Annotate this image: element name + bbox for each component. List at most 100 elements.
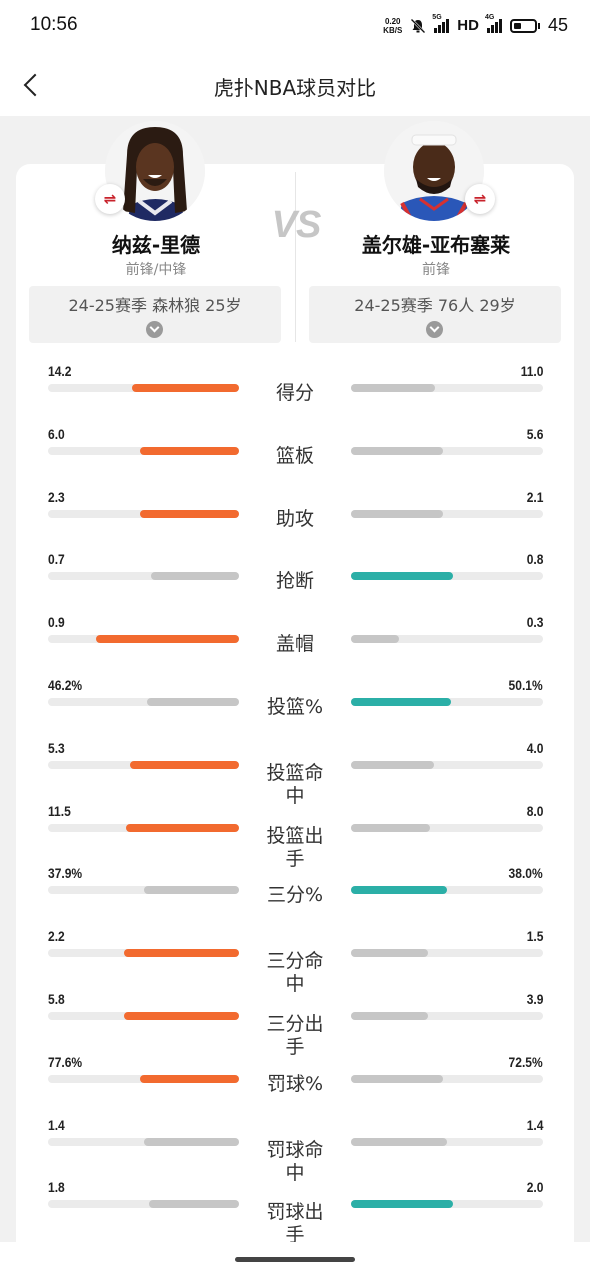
right-stat-bar-fill [351, 1012, 428, 1020]
right-stat-bar-fill [351, 384, 436, 392]
stat-label: 罚球出手 [266, 1201, 324, 1246]
left-stat-value: 5.3 [48, 740, 65, 756]
left-stat-bar-fill [132, 384, 239, 392]
left-stat-bar-track [48, 447, 239, 455]
stat-label: 得分 [275, 382, 314, 404]
right-stat-bar-fill [351, 824, 430, 832]
left-stat-value: 2.3 [48, 489, 65, 505]
right-stat-bar-track [351, 1200, 543, 1208]
stat-label: 罚球% [266, 1073, 324, 1095]
status-icons: 0.20 KB/S 5G HD 4G 45 [383, 14, 568, 36]
stat-row: 1.8 罚球出手 2.0 [0, 1179, 590, 1246]
left-stat-bar-track [48, 1138, 239, 1146]
right-stat-bar-fill [351, 635, 399, 643]
left-stat-bar-fill [139, 447, 239, 455]
right-stat-value: 0.3 [526, 614, 543, 630]
stat-label: 投篮命中 [266, 762, 324, 807]
status-time: 10:56 [30, 14, 78, 35]
right-stat-bar-fill [351, 698, 451, 706]
stat-label: 三分% [266, 884, 324, 906]
right-player-avatar[interactable] [384, 121, 484, 221]
right-stat-value: 11.0 [520, 363, 543, 379]
network-speed: 0.20 KB/S [383, 17, 402, 35]
right-stat-value: 4.0 [526, 740, 543, 756]
stat-label: 三分出手 [266, 1013, 324, 1058]
left-stat-bar-fill [143, 886, 239, 894]
left-stat-value: 11.5 [48, 803, 71, 819]
right-season-selector[interactable]: 24-25赛季 76人 29岁 [309, 286, 561, 343]
chevron-down-icon [426, 321, 443, 338]
right-swap-player-icon[interactable]: ⇌ [465, 184, 495, 214]
mute-bell-icon [410, 18, 426, 33]
left-stat-bar-fill [124, 949, 239, 957]
left-stat-bar-fill [124, 1012, 239, 1020]
right-stat-bar-track [351, 635, 543, 643]
left-stat-value: 6.0 [48, 426, 65, 442]
left-stat-bar-track [48, 886, 239, 894]
left-stat-bar-track [48, 510, 239, 518]
chevron-down-icon [146, 321, 163, 338]
left-season-selector[interactable]: 24-25赛季 森林狼 25岁 [29, 286, 281, 343]
right-stat-bar-fill [351, 1200, 453, 1208]
right-season-text: 24-25赛季 76人 29岁 [354, 296, 516, 315]
left-player-avatar[interactable] [105, 121, 205, 221]
left-stat-bar-track [48, 1012, 239, 1020]
right-stat-bar-fill [351, 447, 444, 455]
right-stat-value: 0.8 [526, 551, 543, 567]
right-stat-bar-track [351, 1012, 543, 1020]
left-stat-bar-fill [95, 635, 239, 643]
right-stat-bar-fill [351, 761, 434, 769]
stat-label: 投篮% [266, 696, 324, 718]
right-stat-value: 3.9 [526, 991, 543, 1007]
stat-label: 三分命中 [266, 950, 324, 995]
stat-label: 抢断 [275, 570, 314, 592]
nav-bar: 虎扑NBA球员对比 [0, 52, 590, 116]
left-player-position: 前锋/中锋 [125, 262, 187, 278]
left-stat-bar-track [48, 572, 239, 580]
left-stat-value: 0.9 [48, 614, 65, 630]
right-stat-value: 2.1 [526, 489, 543, 505]
left-stat-bar-track [48, 761, 239, 769]
right-stat-value: 1.5 [526, 928, 543, 944]
right-stat-bar-track [351, 886, 543, 894]
right-stat-bar-track [351, 447, 543, 455]
stat-row: 0.7 抢断 0.8 [0, 551, 590, 611]
network-speed-unit: KB/S [383, 25, 403, 35]
right-stat-bar-track [351, 1138, 543, 1146]
left-stat-value: 37.9% [48, 865, 83, 881]
left-stat-value: 1.8 [48, 1179, 65, 1195]
left-season-text: 24-25赛季 森林狼 25岁 [68, 296, 242, 315]
left-stat-value: 77.6% [48, 1054, 83, 1070]
right-stat-bar-fill [351, 1138, 447, 1146]
right-stat-bar-fill [351, 886, 447, 894]
right-stat-bar-fill [351, 510, 444, 518]
right-stat-bar-track [351, 949, 543, 957]
left-stat-value: 46.2% [48, 677, 83, 693]
left-stat-value: 0.7 [48, 551, 65, 567]
left-stat-bar-fill [126, 824, 239, 832]
left-swap-player-icon[interactable]: ⇌ [95, 184, 125, 214]
left-stat-value: 5.8 [48, 991, 65, 1007]
stat-row: 14.2 得分 11.0 [0, 363, 590, 423]
signal-4g-icon: 4G [485, 14, 502, 33]
left-stat-bar-fill [151, 572, 239, 580]
stat-row: 46.2% 投篮% 50.1% [0, 677, 590, 737]
stat-label: 投篮出手 [266, 825, 324, 870]
right-stat-value: 2.0 [526, 1179, 543, 1195]
stat-row: 5.3 投篮命中 4.0 [0, 740, 590, 807]
left-stat-bar-track [48, 698, 239, 706]
left-stat-bar-track [48, 1075, 239, 1083]
stat-row: 37.9% 三分% 38.0% [0, 865, 590, 925]
stat-row: 77.6% 罚球% 72.5% [0, 1054, 590, 1114]
stat-row: 11.5 投篮出手 8.0 [0, 803, 590, 870]
home-indicator[interactable] [235, 1257, 355, 1262]
right-stat-bar-track [351, 698, 543, 706]
stat-row: 6.0 篮板 5.6 [0, 426, 590, 486]
right-stat-value: 50.1% [508, 677, 543, 693]
stat-label: 盖帽 [275, 633, 314, 655]
stat-row: 1.4 罚球命中 1.4 [0, 1117, 590, 1184]
header-divider [295, 172, 296, 342]
left-stat-bar-track [48, 824, 239, 832]
left-stat-bar-fill [147, 698, 239, 706]
left-stat-bar-fill [143, 1138, 239, 1146]
